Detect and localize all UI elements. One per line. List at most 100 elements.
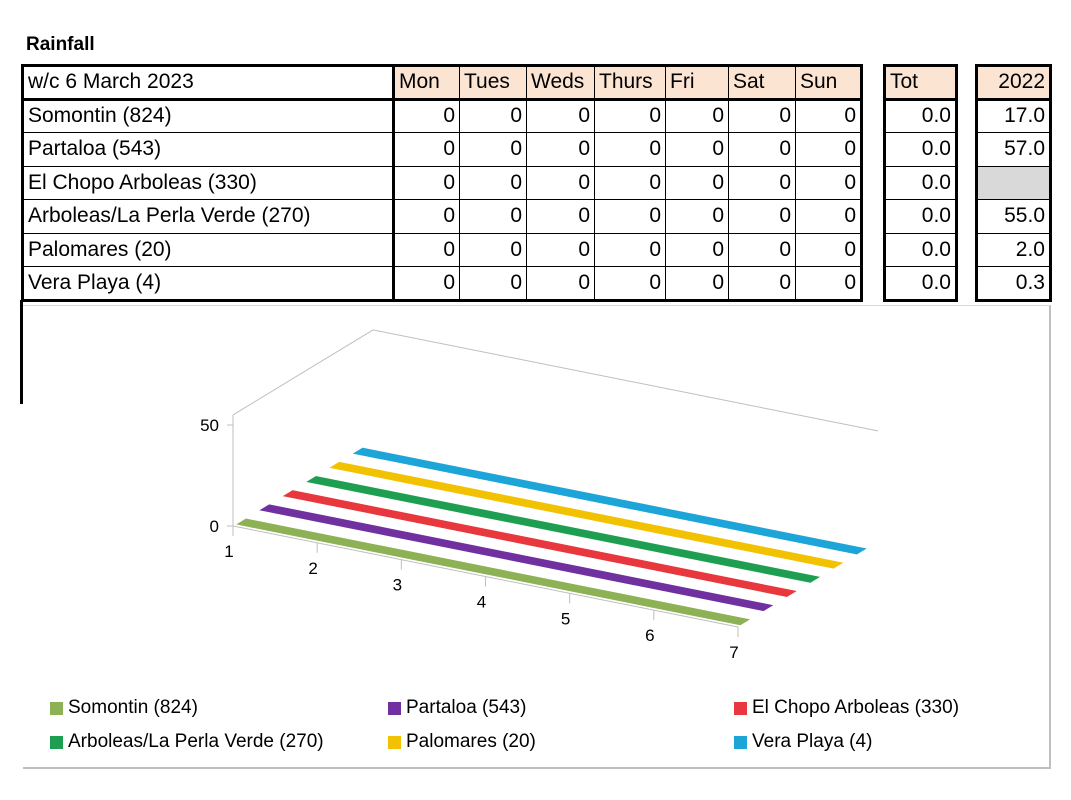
legend-label: Partaloa (543) <box>406 697 527 718</box>
series-ribbon <box>281 489 799 598</box>
rain-value-cell: 0 <box>795 165 862 200</box>
legend-item: Palomares (20) <box>388 731 536 753</box>
legend-label: Arboleas/La Perla Verde (270) <box>68 731 324 752</box>
table-border-extension <box>20 300 23 404</box>
rain-value-cell: 0 <box>594 132 666 167</box>
legend-item: Partaloa (543) <box>388 697 526 719</box>
legend-swatch <box>388 735 401 749</box>
rain-value-cell: 0 <box>728 199 796 234</box>
back-wall-top-line <box>372 329 879 432</box>
rain-value-cell: 0 <box>665 232 729 267</box>
day-header-4: Fri <box>665 65 729 101</box>
x-tick-label: 1 <box>224 542 233 561</box>
x-tick-label: 3 <box>393 576 402 595</box>
rain-value-cell: 0 <box>459 98 527 133</box>
rain-value-cell: 0 <box>594 232 666 267</box>
rain-value-cell: 0 <box>526 165 595 200</box>
rain-value-cell: 0 <box>795 199 862 234</box>
previous-year-cell: 17.0 <box>976 98 1051 133</box>
day-header-3: Thurs <box>594 65 666 101</box>
rain-value-cell: 0 <box>526 98 595 133</box>
total-header: Tot <box>884 65 957 101</box>
legend-swatch <box>50 701 63 715</box>
rain-value-cell: 0 <box>728 165 796 200</box>
table-row: Partaloa (543) 0 0 0 0 0 0 0 <box>22 132 862 167</box>
table-row: Arboleas/La Perla Verde (270) 0 0 0 0 0 0 0 <box>22 199 862 234</box>
station-name: Somontin (824) <box>22 98 395 133</box>
legend-swatch <box>388 701 401 715</box>
total-cell: 0.0 <box>884 98 957 133</box>
legend-item: Somontin (824) <box>50 697 198 719</box>
rain-value-cell: 0 <box>393 165 460 200</box>
legend-item: El Chopo Arboleas (330) <box>734 697 959 719</box>
x-tick-label: 7 <box>729 643 738 662</box>
rain-value-cell: 0 <box>795 232 862 267</box>
rain-value-cell: 0 <box>594 266 666 301</box>
day-header-1: Tues <box>459 65 527 101</box>
rain-value-cell: 0 <box>526 199 595 234</box>
rain-value-cell: 0 <box>393 98 460 133</box>
table-row: Somontin (824) 0 0 0 0 0 0 0 <box>22 98 862 133</box>
rain-value-cell: 0 <box>393 232 460 267</box>
rain-value-cell: 0 <box>459 199 527 234</box>
week-label: w/c 6 March 2023 <box>22 65 395 101</box>
rainfall-chart: 0 50 1 2 3 4 5 6 7 <box>23 305 1051 769</box>
rain-value-cell: 0 <box>594 199 666 234</box>
total-cell: 0.0 <box>884 232 957 267</box>
legend-label: Vera Playa (4) <box>752 731 873 752</box>
series-ribbon <box>304 475 822 584</box>
day-header-6: Sun <box>795 65 862 101</box>
rain-value-cell: 0 <box>795 98 862 133</box>
total-table: Tot 0.0 0.0 0.0 0.0 0.0 0.0 <box>883 64 958 302</box>
rain-value-cell: 0 <box>795 266 862 301</box>
previous-year-cell <box>976 165 1051 200</box>
station-name: Partaloa (543) <box>22 132 395 167</box>
rain-value-cell: 0 <box>526 132 595 167</box>
side-wall-top-line <box>232 329 374 416</box>
legend-swatch <box>734 701 747 715</box>
rain-value-cell: 0 <box>459 165 527 200</box>
rain-value-cell: 0 <box>393 199 460 234</box>
previous-year-cell: 57.0 <box>976 132 1051 167</box>
x-tick-label: 4 <box>477 593 486 612</box>
table-row: Palomares (20) 0 0 0 0 0 0 0 <box>22 232 862 267</box>
series-ribbon <box>327 461 845 570</box>
previous-year-cell: 55.0 <box>976 199 1051 234</box>
rain-value-cell: 0 <box>393 132 460 167</box>
table-row: El Chopo Arboleas (330) 0 0 0 0 0 0 0 <box>22 165 862 200</box>
rain-value-cell: 0 <box>665 132 729 167</box>
rain-value-cell: 0 <box>459 232 527 267</box>
rain-value-cell: 0 <box>728 232 796 267</box>
series-ribbon <box>234 517 752 626</box>
x-tick-label: 2 <box>308 559 317 578</box>
series-ribbon <box>257 503 775 612</box>
rain-value-cell: 0 <box>459 132 527 167</box>
rain-value-cell: 0 <box>728 266 796 301</box>
legend-item: Vera Playa (4) <box>734 731 872 753</box>
total-cell: 0.0 <box>884 199 957 234</box>
station-name: Arboleas/La Perla Verde (270) <box>22 199 395 234</box>
previous-year-header: 2022 <box>976 65 1051 101</box>
legend-label: El Chopo Arboleas (330) <box>752 697 960 718</box>
page-title: Rainfall <box>26 34 95 55</box>
legend-item: Arboleas/La Perla Verde (270) <box>50 731 324 753</box>
rain-value-cell: 0 <box>728 132 796 167</box>
rainfall-table: w/c 6 March 2023 Mon Tues Weds Thurs Fri Sat S… <box>21 64 863 302</box>
day-header-0: Mon <box>393 65 460 101</box>
station-name: El Chopo Arboleas (330) <box>22 165 395 200</box>
total-cell: 0.0 <box>884 165 957 200</box>
rain-value-cell: 0 <box>526 232 595 267</box>
rain-value-cell: 0 <box>665 165 729 200</box>
legend-swatch <box>50 735 63 749</box>
rain-value-cell: 0 <box>665 98 729 133</box>
station-name: Palomares (20) <box>22 232 395 267</box>
table-row: Vera Playa (4) 0 0 0 0 0 0 0 <box>22 266 862 301</box>
y-tick-label: 0 <box>210 517 219 536</box>
x-tick-label: 6 <box>645 626 654 645</box>
rain-value-cell: 0 <box>459 266 527 301</box>
rain-value-cell: 0 <box>393 266 460 301</box>
legend-label: Palomares (20) <box>406 731 536 752</box>
chart-plot: 0 50 1 2 3 4 5 6 7 <box>200 329 879 662</box>
station-name: Vera Playa (4) <box>22 266 395 301</box>
day-header-2: Weds <box>526 65 595 101</box>
